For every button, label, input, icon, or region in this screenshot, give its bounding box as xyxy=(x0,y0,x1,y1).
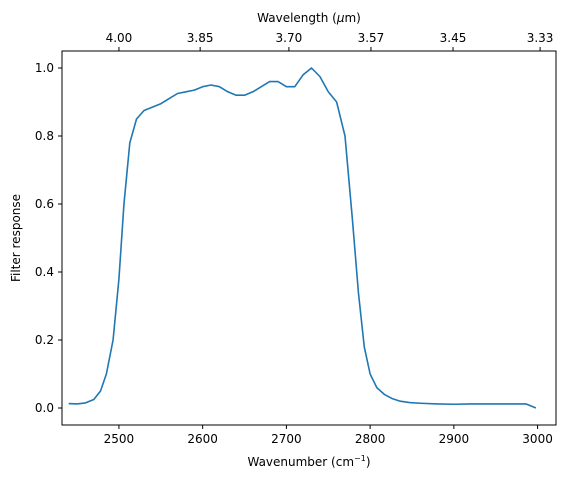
axis-ticks xyxy=(58,47,541,429)
x-tick-label: 2900 xyxy=(439,432,470,446)
y-tick-label: 0.2 xyxy=(35,333,54,347)
top-axis-label-mu: μ xyxy=(336,11,345,25)
series-group xyxy=(68,67,537,409)
x-axis-label-close: ) xyxy=(366,455,371,469)
x-tick-label: 2800 xyxy=(355,432,386,446)
y-tick-label: 0.0 xyxy=(35,401,54,415)
top-tick-label: 3.70 xyxy=(276,31,303,45)
plot-frame xyxy=(61,50,557,426)
x-axis-label: Wavenumber (cm−1) xyxy=(247,454,370,469)
top-tick-label: 3.57 xyxy=(358,31,385,45)
x-tick-label: 3000 xyxy=(522,432,553,446)
top-axis-label-unit: m) xyxy=(344,11,360,25)
tick-labels: 2500 2600 2700 2800 2900 3000 0.0 0.2 0.4 0.6 0.8 1… xyxy=(35,31,554,446)
top-axis-label: Wavelength (μm) xyxy=(257,11,361,25)
x-tick-label: 2600 xyxy=(187,432,218,446)
y-tick-label: 1.0 xyxy=(35,61,54,75)
x-tick-label: 2700 xyxy=(271,432,302,446)
top-tick-label: 3.85 xyxy=(187,31,214,45)
y-axis-label: Filter response xyxy=(9,194,23,282)
top-tick-label: 3.45 xyxy=(440,31,467,45)
y-tick-label: 0.6 xyxy=(35,197,54,211)
y-tick-label: 0.8 xyxy=(35,129,54,143)
top-tick-label: 4.00 xyxy=(106,31,133,45)
x-tick-label: 2500 xyxy=(104,432,135,446)
x-axis-label-exponent: −1 xyxy=(354,454,366,463)
y-tick-label: 0.4 xyxy=(35,265,54,279)
top-tick-label: 3.33 xyxy=(527,31,554,45)
filter-response-line xyxy=(68,67,537,409)
